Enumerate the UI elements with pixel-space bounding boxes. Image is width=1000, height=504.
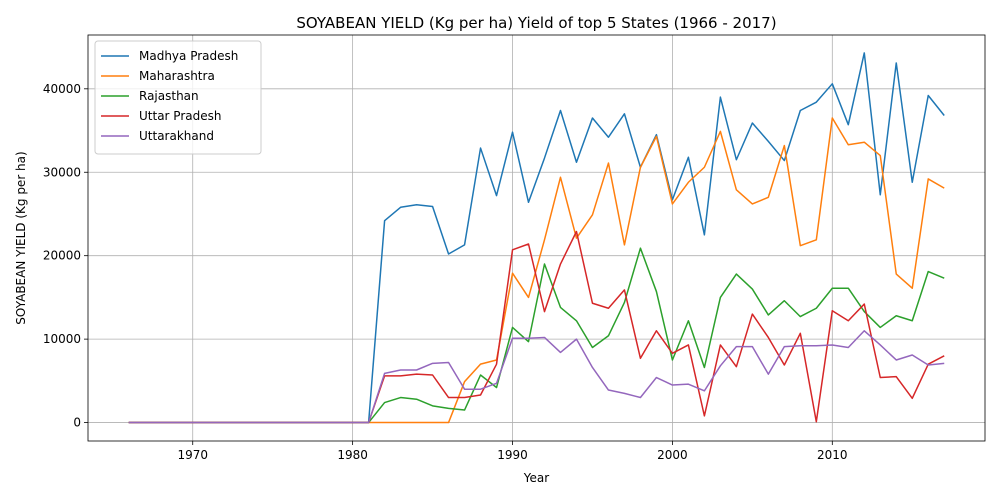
- y-tick-label: 10000: [43, 332, 81, 346]
- x-tick-label: 2000: [657, 448, 688, 462]
- x-tick-label: 1990: [497, 448, 528, 462]
- legend-label-maharashtra: Maharashtra: [139, 69, 215, 83]
- x-tick-label: 1970: [177, 448, 208, 462]
- x-axis: 1970 1980 1990 2000 2010: [177, 441, 848, 462]
- y-tick-label: 40000: [43, 82, 81, 96]
- series-line-uttarakhand: [128, 330, 945, 424]
- legend-label-rajasthan: Rajasthan: [139, 89, 199, 103]
- y-tick-label: 30000: [43, 165, 81, 179]
- grid: [88, 35, 985, 441]
- y-axis-label: SOYABEAN YIELD (Kg per ha): [14, 151, 28, 324]
- series-layer: [128, 52, 945, 424]
- x-axis-label: Year: [523, 471, 549, 485]
- chart-title: SOYABEAN YIELD (Kg per ha) Yield of top …: [296, 14, 776, 32]
- y-tick-label: 20000: [43, 249, 81, 263]
- legend-label-madhya-pradesh: Madhya Pradesh: [139, 49, 238, 63]
- legend-label-uttarakhand: Uttarakhand: [139, 129, 214, 143]
- y-tick-label: 0: [73, 416, 81, 430]
- y-axis: 0 10000 20000 30000 40000: [43, 82, 88, 430]
- plot-area-frame: [87, 34, 986, 442]
- x-tick-label: 1980: [337, 448, 368, 462]
- legend: Madhya Pradesh Maharashtra Rajasthan Uttar …: [94, 40, 262, 155]
- legend-label-uttar-pradesh: Uttar Pradesh: [139, 109, 221, 123]
- x-tick-label: 2010: [817, 448, 848, 462]
- legend-frame: [94, 40, 262, 155]
